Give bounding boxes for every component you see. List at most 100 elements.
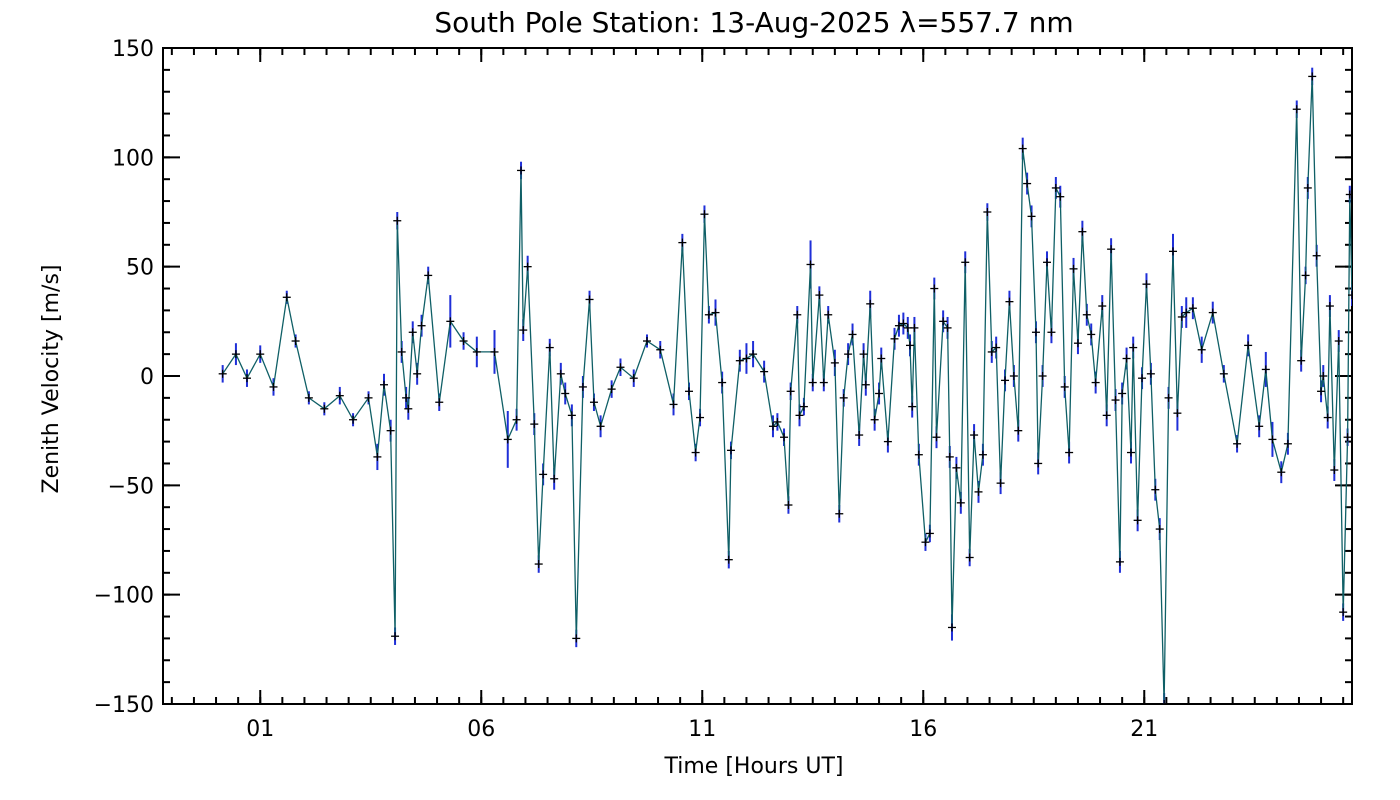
data-point xyxy=(1087,330,1096,339)
data-point xyxy=(890,334,899,343)
data-point xyxy=(1319,372,1328,380)
data-point xyxy=(983,208,992,216)
data-point xyxy=(218,369,227,378)
data-point xyxy=(530,420,539,429)
data-point xyxy=(572,634,581,643)
data-point xyxy=(996,479,1005,488)
data-point xyxy=(835,509,844,518)
data-point xyxy=(1173,409,1182,418)
data-point xyxy=(231,350,240,359)
data-point xyxy=(815,291,824,300)
data-point xyxy=(824,310,833,319)
data-point xyxy=(1277,468,1286,477)
data-point xyxy=(1069,264,1078,273)
data-point xyxy=(578,382,587,391)
data-point xyxy=(335,391,344,400)
data-point xyxy=(848,330,857,339)
data-point xyxy=(523,262,532,271)
data-point xyxy=(1031,328,1040,337)
data-point xyxy=(435,398,444,407)
data-point xyxy=(799,402,808,411)
data-point xyxy=(1325,302,1334,311)
data-point xyxy=(1151,485,1160,494)
data-point xyxy=(970,431,979,440)
data-point xyxy=(691,448,700,457)
series-line xyxy=(222,76,1352,704)
data-point xyxy=(684,387,693,396)
data-point xyxy=(908,402,917,411)
data-point xyxy=(795,411,804,420)
data-point xyxy=(1182,308,1191,317)
data-point xyxy=(793,310,802,319)
data-point xyxy=(921,538,930,547)
data-point xyxy=(877,354,886,363)
data-point xyxy=(1014,426,1023,435)
data-point xyxy=(894,321,903,330)
data-point xyxy=(718,378,727,387)
x-axis-label: Time [Hours UT] xyxy=(664,754,844,779)
data-point xyxy=(1060,382,1069,391)
data-point xyxy=(1345,190,1352,199)
data-point xyxy=(861,380,870,389)
data-point xyxy=(1098,302,1107,311)
data-point xyxy=(1009,372,1018,380)
data-point xyxy=(735,356,744,365)
data-point xyxy=(556,369,565,378)
data-point xyxy=(749,350,758,359)
data-point xyxy=(704,310,713,319)
data-point xyxy=(1038,372,1047,380)
x-tick-label: 06 xyxy=(467,717,495,742)
data-point xyxy=(866,299,875,308)
data-point xyxy=(875,389,884,398)
data-point xyxy=(724,555,733,564)
data-point xyxy=(1051,183,1060,192)
data-point xyxy=(961,258,970,267)
data-point xyxy=(1001,376,1010,385)
data-point xyxy=(669,400,678,409)
data-point xyxy=(1082,310,1091,319)
data-point xyxy=(1118,389,1127,398)
data-point xyxy=(1261,365,1270,374)
data-point xyxy=(1155,525,1164,534)
data-point xyxy=(992,343,1001,352)
x-tick-label: 01 xyxy=(246,717,274,742)
data-point xyxy=(589,398,598,407)
series-layer xyxy=(218,67,1352,704)
series-clipped-group xyxy=(218,67,1352,704)
data-point xyxy=(596,422,605,431)
data-point xyxy=(726,446,735,455)
data-point xyxy=(1142,280,1151,289)
chart-title: South Pole Station: 13-Aug-2025 λ=557.7 … xyxy=(434,6,1073,39)
y-axis-label: Zenith Velocity [m/s] xyxy=(39,265,64,494)
data-point xyxy=(397,347,406,356)
data-point xyxy=(503,435,512,444)
data-point xyxy=(304,393,313,402)
plot-frame xyxy=(162,47,1353,705)
data-point xyxy=(1244,341,1253,350)
data-point xyxy=(819,378,828,387)
data-point xyxy=(945,452,954,461)
data-point xyxy=(642,337,651,346)
data-point xyxy=(459,337,468,346)
data-point xyxy=(1297,356,1306,365)
data-point xyxy=(1115,557,1124,566)
data-point xyxy=(1043,258,1052,267)
data-point xyxy=(700,210,709,219)
data-point xyxy=(1233,439,1242,448)
data-point xyxy=(539,470,548,479)
data-point xyxy=(1111,396,1120,405)
data-point xyxy=(952,463,961,472)
data-point xyxy=(545,343,554,352)
data-point xyxy=(408,328,417,337)
data-point xyxy=(1208,308,1217,317)
data-point xyxy=(1146,369,1155,378)
data-point xyxy=(1126,448,1135,457)
data-point xyxy=(424,271,433,280)
data-point xyxy=(768,422,777,431)
data-point xyxy=(1317,387,1326,396)
data-point xyxy=(446,317,455,326)
y-tick-label: 100 xyxy=(112,146,154,171)
data-point xyxy=(1129,343,1138,352)
y-tick-label: −50 xyxy=(108,474,154,499)
data-point xyxy=(656,345,665,354)
